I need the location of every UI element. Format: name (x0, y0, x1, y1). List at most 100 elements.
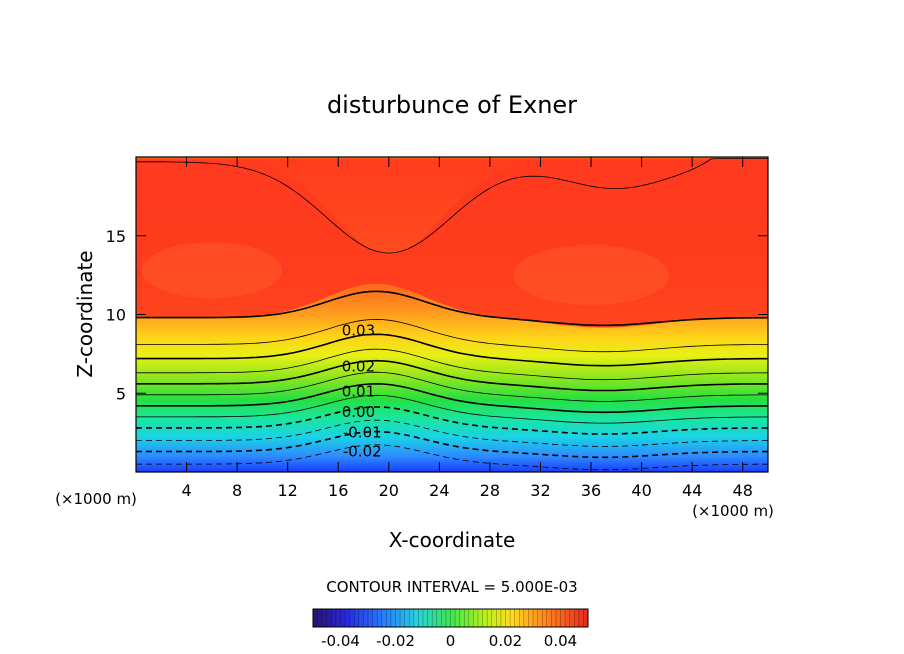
left-lobe (141, 242, 282, 299)
x-tick-label: 36 (581, 481, 601, 500)
colorbar-frame (312, 608, 589, 628)
colorbar-cell (381, 609, 387, 627)
contour-line (136, 318, 768, 353)
y-tick-labels: 5 10 15 (106, 227, 126, 404)
colorbar-cell (354, 609, 360, 627)
colorbar-cell (358, 609, 364, 627)
colorbar-cell (445, 609, 451, 627)
contour-line (136, 348, 768, 381)
contour-line (136, 430, 768, 459)
contour-line (136, 290, 768, 327)
field-structures (136, 157, 768, 328)
y-tick-label: 15 (106, 227, 126, 246)
colorbar-cell (377, 609, 383, 627)
colorbar-cell (487, 609, 493, 627)
x-tick-labels: 4 8 12 16 20 24 28 32 36 40 44 48 (181, 481, 752, 500)
colorbar-cell (432, 609, 438, 627)
colorbar-tick-label: 0.02 (489, 632, 522, 650)
colorbar-cell (455, 609, 460, 627)
colorbar-cell (569, 609, 575, 627)
colorbar-cell (560, 609, 566, 627)
contour-label: 0.01 (342, 383, 375, 401)
x-tick-label: 24 (429, 481, 449, 500)
colorbar-cell (326, 609, 332, 627)
x-tick-label: 40 (631, 481, 651, 500)
colorbar-cell (427, 609, 433, 627)
colorbar-cell (459, 609, 465, 627)
contour-label: -0.02 (343, 443, 382, 461)
colorbar-cell (555, 609, 561, 627)
colorbar-cell (450, 609, 456, 627)
colorbar-cell (491, 609, 497, 627)
x-tick-label: 44 (682, 481, 702, 500)
colorbar-cell (372, 609, 378, 627)
contour-line (136, 444, 768, 471)
colorbar-tick-label: 0 (446, 632, 456, 650)
colorbar-cell (583, 609, 589, 627)
colorbar-cell (317, 609, 323, 627)
x-tick-label: 28 (480, 481, 500, 500)
colorbar-cell (478, 609, 483, 627)
colorbar-cell (505, 609, 511, 627)
plot-field: 0.03 0.02 0.01 0.00 -0.01-0.02 (136, 157, 768, 472)
colorbar-cell (441, 609, 447, 627)
colorbar-cell (368, 609, 373, 627)
colorbar-cell (565, 609, 570, 627)
colorbar-cell (436, 609, 442, 627)
colorbar-cell (395, 609, 401, 627)
y-tick-label: 5 (116, 384, 126, 403)
x-tick-label: 12 (278, 481, 298, 500)
colorbar-tick-label: 0.04 (544, 632, 577, 650)
contour-label: 0.02 (342, 357, 375, 375)
colorbar-cell (331, 609, 337, 627)
contour-label: -0.01 (343, 424, 382, 442)
contour-line (136, 406, 768, 435)
colorbar-cell (519, 609, 525, 627)
x-unit-right: (×1000 m) (692, 502, 774, 520)
colorbar-cell (578, 609, 584, 627)
axis-ticks (136, 157, 768, 472)
colorbar-cell (473, 609, 479, 627)
colorbar-cell (349, 609, 355, 627)
colorbar-cell (468, 609, 474, 627)
x-tick-label: 32 (530, 481, 550, 500)
x-tick-label: 8 (232, 481, 242, 500)
colorbar-tick-label: -0.04 (321, 632, 360, 650)
colorbar-cell (404, 609, 410, 627)
contour-line (136, 419, 768, 447)
contour-line (136, 382, 768, 414)
colorbar-cell (537, 609, 543, 627)
x-tick-label: 4 (181, 481, 191, 500)
colorbar (312, 609, 589, 627)
colorbar-cell (340, 609, 346, 627)
right-lobe (513, 245, 670, 306)
contour-line (136, 394, 768, 424)
colorbar-cell (335, 609, 341, 627)
contour-label: 0.00 (342, 403, 375, 421)
colorbar-cell (542, 609, 548, 627)
y-tick-label: 10 (106, 306, 126, 325)
colorbar-cell (313, 609, 318, 627)
colorbar-cell (574, 609, 580, 627)
colorbar-cell (510, 609, 515, 627)
contour-label: 0.03 (342, 321, 375, 339)
colorbar-cell (514, 609, 520, 627)
colorbar-cell (546, 609, 552, 627)
colorbar-cell (322, 609, 328, 627)
colorbar-cell (418, 609, 424, 627)
contour-line (136, 359, 768, 392)
x-tick-label: 20 (379, 481, 399, 500)
colorbar-cell (500, 609, 506, 627)
colorbar-cell (533, 609, 538, 627)
colorbar-cell (386, 609, 392, 627)
y-axis-label: Z-coordinate (73, 250, 97, 377)
colorbar-cell (551, 609, 557, 627)
colorbar-cell (390, 609, 396, 627)
colorbar-cell (496, 609, 502, 627)
colorbar-cell (409, 609, 415, 627)
colorbar-cell (482, 609, 488, 627)
colorbar-tick-labels: -0.04 -0.02 0 0.02 0.04 (321, 632, 577, 650)
colorbar-cell (528, 609, 534, 627)
x-axis-label: X-coordinate (389, 528, 516, 552)
